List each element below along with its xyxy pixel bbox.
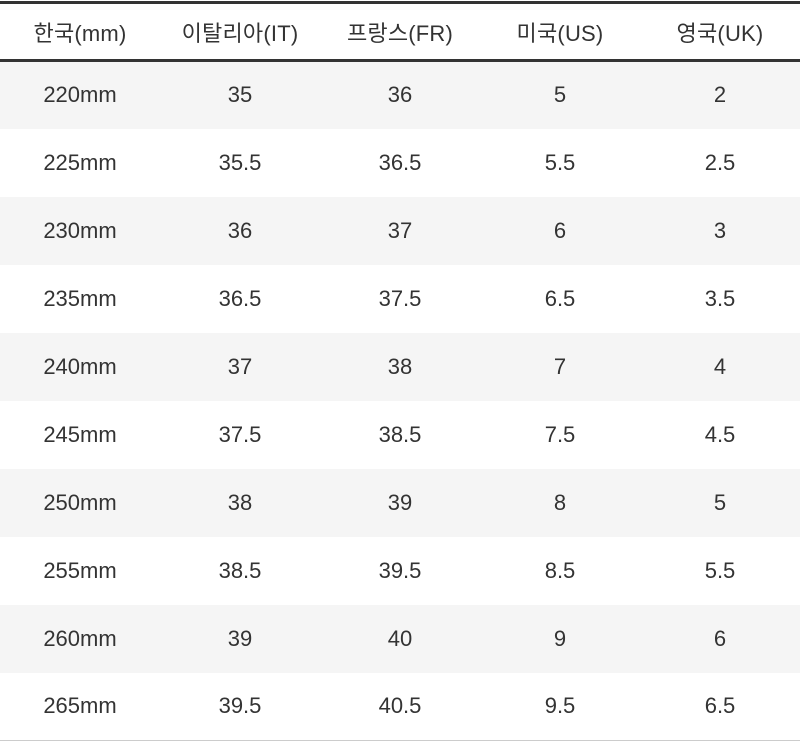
column-header: 미국(US) (480, 2, 640, 62)
table-cell: 35 (227, 82, 253, 108)
column-header: 영국(UK) (640, 2, 800, 62)
table-cell: 235mm (43, 285, 117, 311)
table-cell: 37 (387, 217, 413, 243)
table-cell: 255mm (43, 557, 117, 583)
table-cell: 39 (387, 489, 413, 515)
column-header: 이탈리아(IT) (160, 2, 320, 62)
table-cell: 36 (227, 217, 253, 243)
table-row: 230mm 36 37 6 3 (0, 196, 800, 265)
table-cell: 245mm (43, 421, 117, 447)
table-row: 220mm 35 36 5 2 (0, 60, 800, 129)
table-cell: 36 (387, 82, 413, 108)
table-row: 250mm 38 39 8 5 (0, 468, 800, 537)
table-cell: 38 (227, 489, 253, 515)
table-cell: 9.5 (480, 672, 640, 741)
table-cell: 39 (227, 625, 253, 651)
table-cell: 38.5 (218, 557, 262, 583)
table-row: 255mm 38.5 39.5 8.5 5.5 (0, 536, 800, 605)
table-cell: 38 (387, 353, 413, 379)
table-cell: 4 (713, 353, 727, 379)
table-cell: 36.5 (218, 285, 262, 311)
table-row: 265mm 39.5 40.5 9.5 6.5 (0, 672, 800, 741)
table-cell: 6 (713, 625, 727, 651)
table-cell: 6 (553, 217, 567, 243)
table-cell: 40 (387, 625, 413, 651)
table-cell: 3.5 (704, 285, 736, 311)
table-row: 240mm 37 38 7 4 (0, 332, 800, 401)
table-cell: 2 (713, 82, 727, 108)
table-cell: 250mm (43, 489, 117, 515)
table-row: 260mm 39 40 9 6 (0, 604, 800, 673)
table-cell: 225mm (43, 149, 117, 175)
table-cell: 220mm (43, 82, 117, 108)
table-cell: 8 (553, 489, 567, 515)
table-cell: 230mm (43, 217, 117, 243)
table-cell: 35.5 (218, 149, 262, 175)
table-row: 225mm 35.5 36.5 5.5 2.5 (0, 128, 800, 197)
header-row: 한국(mm) 이탈리아(IT) 프랑스(FR) 미국(US) 영국(UK) (0, 2, 800, 62)
table-cell: 37 (227, 353, 253, 379)
table-cell: 240mm (43, 353, 117, 379)
table-row: 245mm 37.5 38.5 7.5 4.5 (0, 400, 800, 469)
table-cell: 39.5 (160, 672, 320, 741)
table-row: 235mm 36.5 37.5 6.5 3.5 (0, 264, 800, 333)
table-cell: 7 (553, 353, 567, 379)
column-header: 프랑스(FR) (320, 2, 480, 62)
table-cell: 39.5 (378, 557, 422, 583)
table-cell: 5 (713, 489, 727, 515)
table-cell: 6.5 (640, 672, 800, 741)
table-cell: 6.5 (544, 285, 576, 311)
table-body: 220mm 35 36 5 2 225mm 35.5 36.5 5.5 2.5 230mm 36 37 6… (0, 60, 800, 741)
column-header: 한국(mm) (0, 2, 160, 62)
table-cell: 7.5 (544, 421, 576, 447)
table-cell: 36.5 (378, 149, 422, 175)
table-cell: 2.5 (704, 149, 736, 175)
table-cell: 40.5 (320, 672, 480, 741)
table-cell: 37.5 (218, 421, 262, 447)
table-cell: 5.5 (704, 557, 736, 583)
table-cell: 265mm (0, 672, 160, 741)
table-cell: 5.5 (544, 149, 576, 175)
table-cell: 9 (553, 625, 567, 651)
table-cell: 260mm (43, 625, 117, 651)
table-cell: 38.5 (378, 421, 422, 447)
table-cell: 37.5 (378, 285, 422, 311)
table-header: 한국(mm) 이탈리아(IT) 프랑스(FR) 미국(US) 영국(UK) (0, 2, 800, 62)
table-cell: 8.5 (544, 557, 576, 583)
table-cell: 3 (713, 217, 727, 243)
table-cell: 5 (553, 82, 567, 108)
table-cell: 4.5 (704, 421, 736, 447)
